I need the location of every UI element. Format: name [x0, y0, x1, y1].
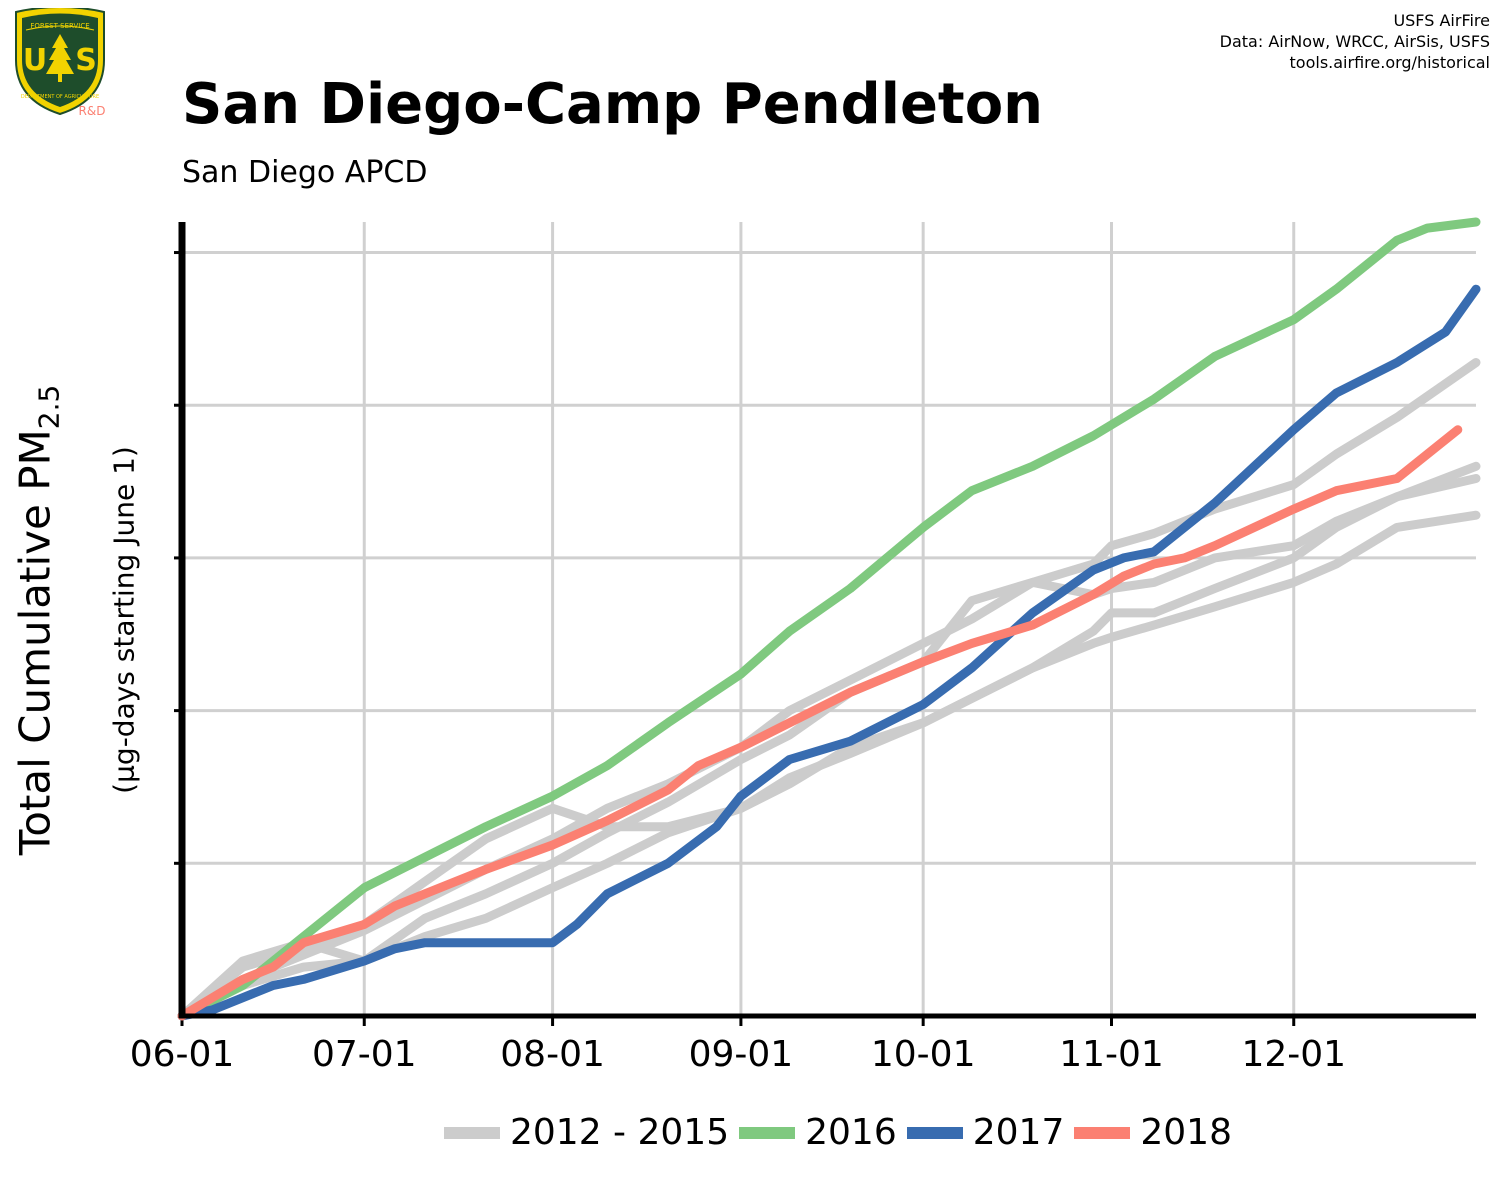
logo-tag: R&D	[79, 104, 106, 118]
x-tick-label: 08-01	[500, 1034, 605, 1075]
legend-item: 2012 - 2015	[444, 1112, 729, 1153]
legend-label: 2017	[972, 1112, 1065, 1153]
series-line-2017	[177, 284, 1481, 1021]
series-line-2016	[177, 217, 1481, 1021]
svg-text:S: S	[75, 43, 97, 78]
x-tick-label: 11-01	[1059, 1034, 1164, 1075]
x-tick-label: 12-01	[1241, 1034, 1346, 1075]
legend-label: 2012 - 2015	[510, 1112, 730, 1153]
x-tick-label: 06-01	[130, 1034, 235, 1075]
credit-line: tools.airfire.org/historical	[1289, 53, 1490, 72]
usfs-shield-logo: FOREST SERVICE U S DEPARTMENT OF AGRICUL…	[8, 6, 112, 120]
legend-swatch	[1074, 1126, 1131, 1139]
legend-swatch	[906, 1126, 963, 1139]
legend-label: 2016	[805, 1112, 897, 1153]
legend-label: 2018	[1140, 1112, 1232, 1153]
credit-line: USFS AirFire	[1393, 11, 1490, 30]
logo-bottom-text: DEPARTMENT OF AGRICULTURE	[21, 94, 99, 100]
credits: USFS AirFire Data: AirNow, WRCC, AirSis,…	[1220, 10, 1490, 73]
x-tick-label: 10-01	[871, 1034, 976, 1075]
series-line-2012-2015	[177, 474, 1481, 1021]
legend-item: 2017	[906, 1112, 1065, 1153]
svg-text:U: U	[23, 43, 47, 78]
series-line-2012-2015	[177, 461, 1481, 1021]
series-line-2018	[177, 425, 1463, 1021]
legend-swatch	[739, 1126, 796, 1139]
legend-item: 2016	[739, 1112, 897, 1153]
chart-title: San Diego-Camp Pendleton	[182, 72, 1044, 137]
legend-item: 2018	[1074, 1112, 1232, 1153]
series-line-2012-2015	[177, 358, 1481, 1021]
chart-legend: 2012 - 2015 2016 2017 2018	[180, 1112, 1500, 1153]
logo-top-text: FOREST SERVICE	[30, 22, 89, 30]
x-tick-label: 07-01	[312, 1034, 417, 1075]
x-tick-label: 09-01	[689, 1034, 794, 1075]
chart-subtitle: San Diego APCD	[182, 155, 428, 190]
credit-line: Data: AirNow, WRCC, AirSis, USFS	[1219, 32, 1490, 51]
legend-swatch	[444, 1126, 500, 1139]
